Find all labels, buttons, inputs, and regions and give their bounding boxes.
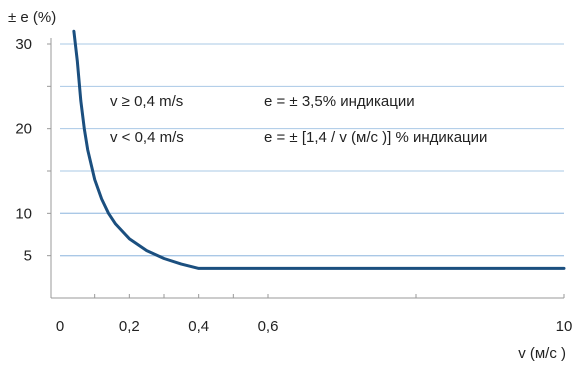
y-tick-label: 5 [24,248,32,265]
y-tick-label: 10 [15,205,32,222]
x-tick-label: 0 [56,318,64,335]
x-tick-label: 10 [556,318,572,335]
x-tick-label: 0,2 [119,318,140,335]
annotations: v ≥ 0,4 m/s e = ± 3,5% индикации v < 0,4 m… [110,93,487,146]
x-tick-label: 0,6 [258,318,279,335]
annotation-formula: e = ± [1,4 / v (м/с )] % индикации [264,129,487,146]
y-tick-label: 20 [15,121,32,138]
annotation-condition: v < 0,4 m/s [110,129,184,146]
series [72,29,566,270]
y-ticks: 30 20 10 5 [15,36,32,265]
x-axis-label: v (м/с ) [518,345,566,362]
grid-lines [60,43,564,257]
annotation-formula: e = ± 3,5% индикации [264,93,415,110]
y-axis-label: ± e (%) [8,9,56,26]
axes [47,38,565,299]
series-line [72,29,566,270]
x-ticks: 0 0,2 0,4 0,6 10 [56,318,572,335]
annotation-condition: v ≥ 0,4 m/s [110,93,183,110]
y-tick-label: 30 [15,36,32,53]
x-tick-label: 0,4 [188,318,209,335]
